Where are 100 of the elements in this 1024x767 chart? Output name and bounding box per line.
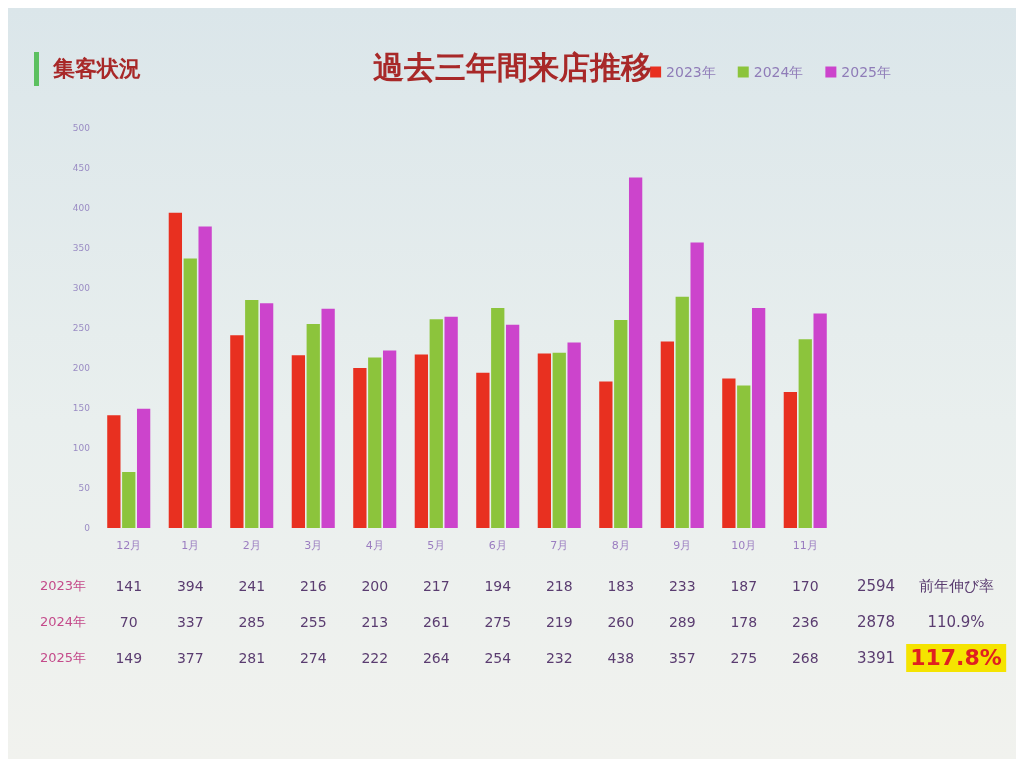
bar xyxy=(353,368,367,528)
data-label: 233 xyxy=(668,577,696,596)
legend-label: 2024年 xyxy=(753,64,804,80)
data-label: 268 xyxy=(791,649,819,668)
data-label: 289 xyxy=(668,613,696,632)
x-tick-label: 4月 xyxy=(365,539,384,552)
x-tick-label: 9月 xyxy=(673,539,692,552)
x-tick-label: 5月 xyxy=(427,539,446,552)
x-tick-label: 10月 xyxy=(731,539,757,552)
data-label: 274 xyxy=(299,649,327,668)
x-tick-label: 11月 xyxy=(792,539,818,552)
data-label: 285 xyxy=(238,613,266,632)
y-tick-label: 100 xyxy=(72,443,91,453)
bar xyxy=(476,372,490,528)
bar xyxy=(675,296,689,528)
bar xyxy=(798,339,812,528)
x-tick-label: 12月 xyxy=(116,539,142,552)
text: 2878 xyxy=(856,612,896,632)
x-tick-label: 2月 xyxy=(242,539,261,552)
bar xyxy=(660,341,675,528)
data-label: 194 xyxy=(484,577,512,596)
data-label: 218 xyxy=(545,577,573,596)
bar xyxy=(505,324,520,528)
data-label: 213 xyxy=(361,613,389,632)
data-label: 275 xyxy=(730,649,758,668)
data-label: 254 xyxy=(484,649,512,668)
y-tick-label: 250 xyxy=(72,323,91,333)
text: 前年伸び率 xyxy=(918,576,994,596)
bar xyxy=(737,385,751,528)
x-tick-label: 8月 xyxy=(611,539,630,552)
y-tick-label: 200 xyxy=(72,363,91,373)
y-tick-label: 150 xyxy=(72,403,91,413)
data-label: 236 xyxy=(791,613,819,632)
bar xyxy=(444,316,458,528)
bar xyxy=(783,392,798,528)
data-label: 357 xyxy=(668,649,696,668)
bar xyxy=(291,355,306,528)
text: 2594 xyxy=(856,576,896,596)
text: 2024年 xyxy=(39,614,86,629)
x-tick-label: 7月 xyxy=(550,539,569,552)
y-tick-label: 450 xyxy=(72,163,91,173)
data-label: 438 xyxy=(607,649,635,668)
x-tick-label: 6月 xyxy=(488,539,507,552)
bar xyxy=(183,258,197,528)
bar xyxy=(136,408,151,528)
data-label: 200 xyxy=(361,577,389,596)
data-label: 222 xyxy=(361,649,389,668)
bar xyxy=(107,415,121,528)
data-label: 183 xyxy=(607,577,635,596)
bar xyxy=(429,319,443,528)
data-label: 337 xyxy=(176,613,204,632)
bar xyxy=(567,342,581,528)
data-label: 170 xyxy=(791,577,819,596)
bar xyxy=(306,324,320,528)
y-tick-label: 300 xyxy=(72,283,91,293)
bar xyxy=(368,357,382,528)
data-label: 275 xyxy=(484,613,512,632)
data-label: 241 xyxy=(238,577,266,596)
y-tick-label: 50 xyxy=(78,483,91,493)
bar xyxy=(690,242,704,528)
y-tick-label: 400 xyxy=(72,203,91,213)
bar xyxy=(321,308,335,528)
data-label: 255 xyxy=(299,613,327,632)
x-tick-label: 1月 xyxy=(181,539,200,552)
data-label: 377 xyxy=(176,649,204,668)
data-label: 394 xyxy=(176,577,204,596)
chart-subtitle: 集客状況 xyxy=(53,55,141,83)
text: 117.8% xyxy=(906,644,1006,672)
data-label: 141 xyxy=(115,577,143,596)
legend-label: 2023年 xyxy=(666,64,716,80)
bar xyxy=(751,308,766,528)
text: 110.9% xyxy=(927,612,985,632)
legend-label: 2025年 xyxy=(841,64,892,80)
y-tick-label: 500 xyxy=(72,123,91,133)
bar xyxy=(491,308,505,528)
data-label: 281 xyxy=(238,649,266,668)
data-label: 261 xyxy=(422,613,450,632)
data-label: 149 xyxy=(115,649,143,668)
bar xyxy=(599,381,613,528)
text: 2025年 xyxy=(39,650,86,665)
bar xyxy=(414,354,429,528)
bar xyxy=(722,378,736,528)
bar xyxy=(245,300,259,528)
bar xyxy=(382,350,397,528)
chart-title: 過去三年間来店推移 xyxy=(372,48,652,85)
y-tick-label: 0 xyxy=(84,523,91,533)
bar xyxy=(259,303,274,528)
data-label: 178 xyxy=(730,613,758,632)
data-label: 260 xyxy=(607,613,635,632)
text: 3391 xyxy=(856,648,896,668)
data-label: 264 xyxy=(422,649,450,668)
bar xyxy=(168,212,183,528)
bar xyxy=(628,177,643,528)
bar xyxy=(537,353,552,528)
bar xyxy=(552,352,566,528)
x-tick-label: 3月 xyxy=(304,539,323,552)
bar xyxy=(813,313,827,528)
y-tick-label: 350 xyxy=(72,243,91,253)
text: 2023年 xyxy=(39,578,86,593)
data-label: 187 xyxy=(730,577,758,596)
